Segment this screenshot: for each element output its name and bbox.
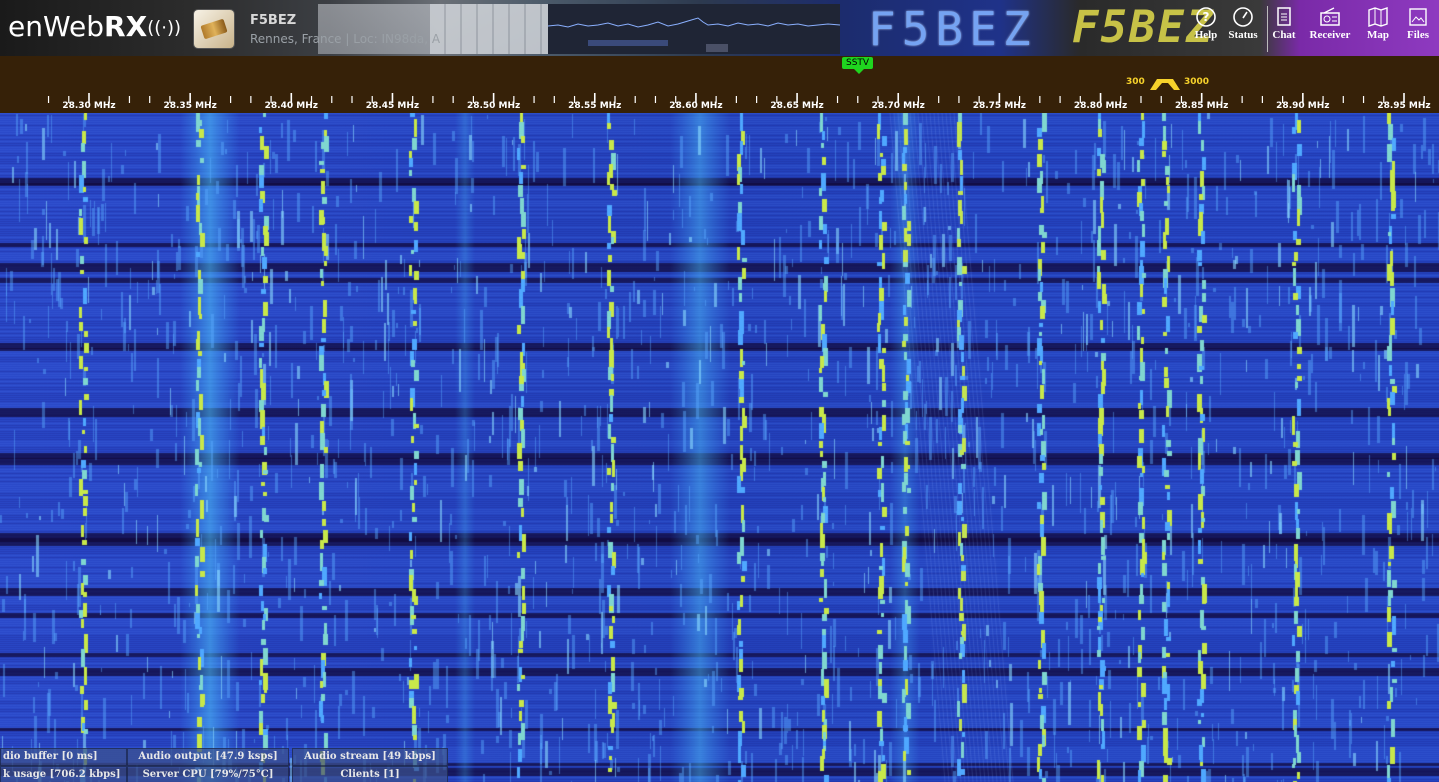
status-button[interactable]: Status xyxy=(1222,6,1264,52)
frequency-scale[interactable]: 28.30 MHz 28.35 MHz 28.40 MHz 28.45 MHz 28.5… xyxy=(0,56,1439,113)
map-icon xyxy=(1368,7,1388,27)
audio-output-status: Audio output [47.9 ksps] xyxy=(127,748,289,766)
frequency-label: 28.80 MHz xyxy=(1074,101,1127,111)
passband-low-label: 300 xyxy=(1126,77,1145,87)
frequency-label: 28.60 MHz xyxy=(669,101,722,111)
nav-divider xyxy=(1267,6,1268,52)
waterfall-display[interactable] xyxy=(0,113,1439,782)
radio-icon xyxy=(1320,7,1340,26)
receiver-avatar[interactable] xyxy=(194,10,234,48)
bookmark-sstv[interactable]: SSTV xyxy=(842,57,874,74)
document-icon xyxy=(1277,7,1291,26)
map-button[interactable]: Map xyxy=(1360,6,1396,52)
top-bar: enWebRX((·)) F5BEZ Rennes, France | Loc:… xyxy=(0,0,1439,56)
frequency-label: 28.65 MHz xyxy=(770,101,823,111)
files-button[interactable]: Files xyxy=(1398,6,1438,52)
antenna-waves-icon: ((·)) xyxy=(147,17,181,39)
frequency-label: 28.30 MHz xyxy=(62,101,115,111)
frequency-label: 28.95 MHz xyxy=(1377,101,1430,111)
help-icon: ? xyxy=(1196,7,1216,27)
frequency-label: 28.50 MHz xyxy=(467,101,520,111)
audio-buffer-status: dio buffer [0 ms] xyxy=(0,748,127,766)
passband-filter-icon[interactable] xyxy=(1148,76,1182,92)
frequency-label: 28.40 MHz xyxy=(265,101,318,111)
frequency-label: 28.85 MHz xyxy=(1175,101,1228,111)
openwebrx-logo[interactable]: enWebRX((·)) xyxy=(8,10,181,43)
clients-status: Clients [1] xyxy=(292,766,448,782)
receiver-description: Rennes, France | Loc: IN98da, AS xyxy=(250,32,440,46)
frequency-scale-svg: 28.30 MHz 28.35 MHz 28.40 MHz 28.45 MHz 28.5… xyxy=(47,93,1431,111)
frequency-label: 28.35 MHz xyxy=(163,101,216,111)
waterfall-canvas[interactable] xyxy=(0,113,1439,782)
audio-stream-status: Audio stream [49 kbps] xyxy=(292,748,448,766)
banner-callsign-right: F5BEZ xyxy=(1072,2,1215,53)
banner-mini-spectrum xyxy=(548,4,840,54)
frequency-label: 28.55 MHz xyxy=(568,101,621,111)
passband-high-label: 3000 xyxy=(1184,77,1210,87)
help-label: Help xyxy=(1194,29,1218,41)
map-label: Map xyxy=(1367,29,1389,41)
receiver-button[interactable]: Receiver xyxy=(1302,6,1358,52)
frequency-label: 28.45 MHz xyxy=(366,101,419,111)
frequency-label: 28.75 MHz xyxy=(973,101,1026,111)
svg-text:?: ? xyxy=(1203,10,1210,24)
gauge-icon xyxy=(1233,7,1253,27)
frequency-label: 28.90 MHz xyxy=(1276,101,1329,111)
banner-background-screenshot-detail xyxy=(430,4,548,54)
image-icon xyxy=(1409,8,1427,26)
logo-text-bold: RX xyxy=(104,10,148,43)
banner-callsign-left: F5BEZ xyxy=(868,2,1037,56)
network-usage-status: k usage [706.2 kbps] xyxy=(0,766,127,782)
receiver-title: F5BEZ xyxy=(250,13,297,28)
files-label: Files xyxy=(1407,29,1429,41)
chat-button[interactable]: Chat xyxy=(1268,6,1300,52)
frequency-label: 28.70 MHz xyxy=(872,101,925,111)
logo-text: enWeb xyxy=(8,10,105,43)
server-cpu-status: Server CPU [79%/75°C] xyxy=(127,766,289,782)
receiver-label: Receiver xyxy=(1309,29,1351,41)
status-label: Status xyxy=(1228,29,1258,41)
help-button[interactable]: ? Help xyxy=(1185,6,1227,52)
chat-label: Chat xyxy=(1272,29,1296,41)
